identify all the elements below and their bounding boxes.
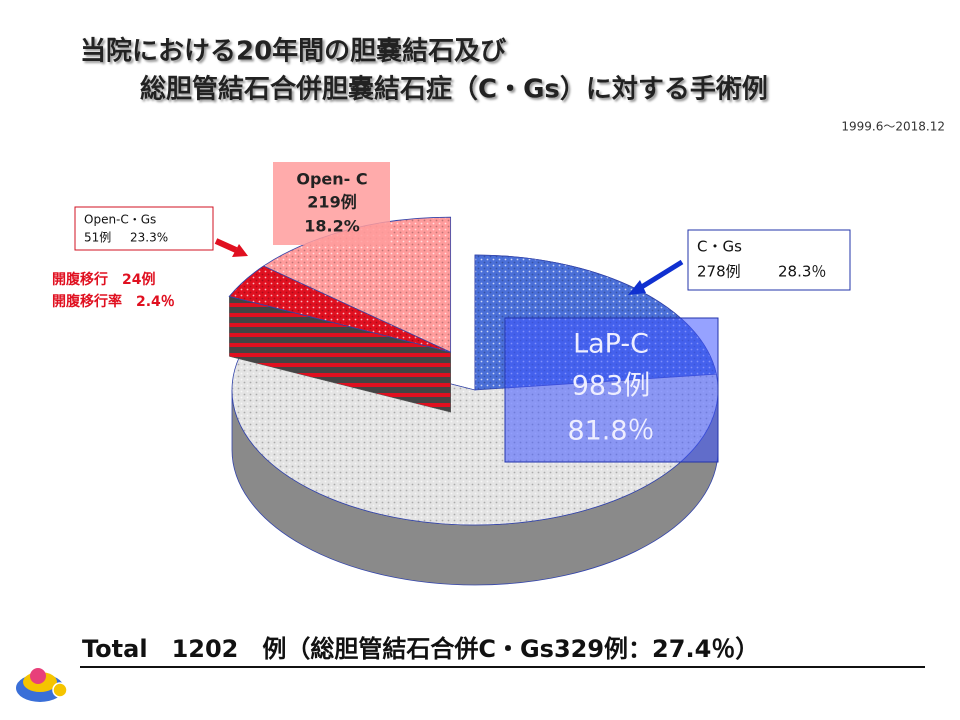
footer: Total 1202 例（総胆管結石合併C・Gs329例：27.4％） — [82, 635, 759, 663]
label-box — [687, 229, 851, 291]
pie-sub-slice — [228, 265, 451, 353]
title-line: 当院における20年間の胆嚢結石及び — [80, 36, 506, 67]
slice-label: Open-C・Gs — [84, 213, 156, 227]
value-label: 983例 — [572, 371, 651, 402]
logo — [16, 668, 68, 702]
percent-label: 23.3% — [130, 231, 168, 245]
slice-label: C・Gs — [697, 238, 742, 256]
percent-label: 81.8％ — [567, 416, 654, 447]
value-label: 278例 — [697, 263, 741, 281]
arrow — [638, 259, 684, 291]
percent-label: 18.2% — [304, 217, 360, 236]
label-box — [273, 162, 390, 245]
slice-label: LaP-C — [573, 329, 649, 360]
arrow-head — [628, 280, 646, 295]
annotation: 開腹移行率 2.4％ — [52, 293, 175, 310]
title-line: 総胆管結石合併胆嚢結石症（C・Gs）に対する手術例 — [140, 74, 768, 105]
subtitle: 1999.6～2018.12 — [841, 120, 945, 134]
label-box — [74, 206, 214, 251]
arrow — [214, 238, 238, 253]
label-box — [504, 317, 719, 463]
annotation: 開腹移行 24例 — [52, 271, 155, 288]
value-label: 51例 — [84, 231, 111, 245]
slice-label: Open- C — [296, 170, 367, 189]
value-label: 219例 — [307, 193, 356, 212]
arrow-head — [232, 244, 248, 257]
percent-label: 28.3％ — [778, 263, 826, 281]
